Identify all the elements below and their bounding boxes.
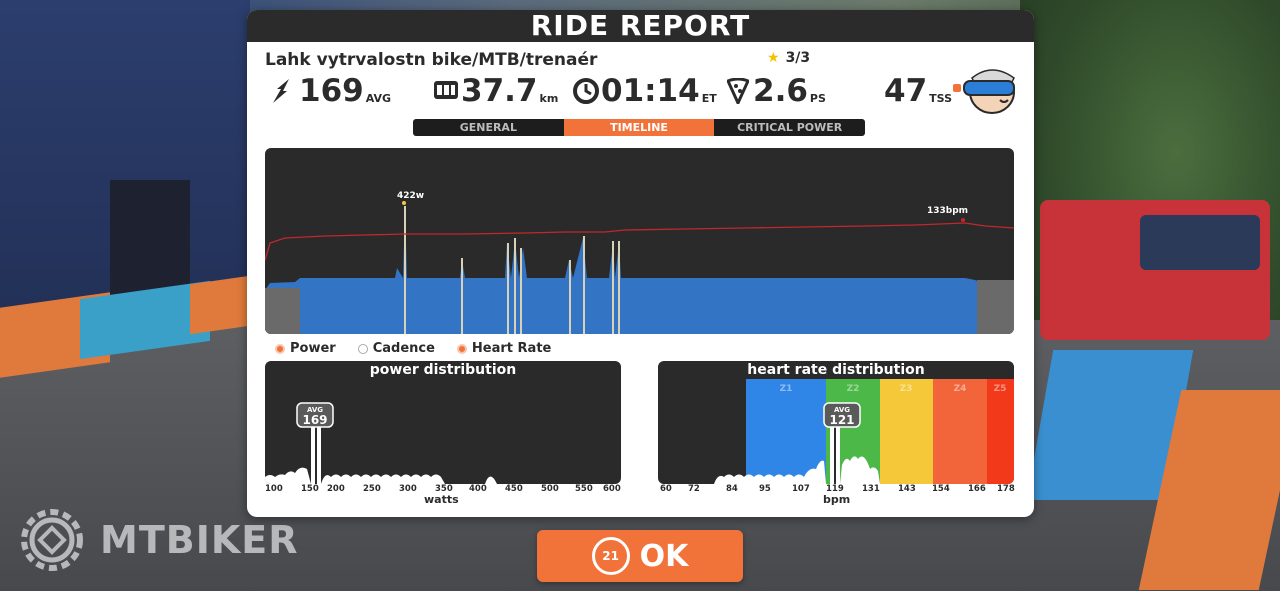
zone-z1 <box>746 379 826 484</box>
tab-general[interactable]: GENERAL <box>413 119 564 136</box>
route-rating: ★ 3/3 <box>767 50 810 66</box>
timeline-svg: 422w 133bpm <box>265 191 1014 334</box>
hr-xlabel: bpm <box>823 493 851 506</box>
svg-text:Z4: Z4 <box>954 384 967 394</box>
legend-cadence[interactable]: Cadence <box>357 341 435 356</box>
tab-critical-power[interactable]: CRITICAL POWER <box>714 119 865 136</box>
zone-z3 <box>880 379 933 484</box>
ok-label: OK <box>639 538 689 574</box>
stat-elapsed-time: 01:14 ET <box>573 74 717 108</box>
bolt-icon <box>273 79 289 103</box>
tab-bar: GENERAL TIMELINE CRITICAL POWER <box>413 119 865 136</box>
stat-distance: 37.7 km <box>433 74 558 108</box>
stat-tss: 47 TSS <box>884 74 961 108</box>
ride-report-panel: RIDE REPORT Lahk vytrvalostn bike/MTB/tr… <box>247 10 1034 517</box>
heart-rate-distribution-chart: Z1 Z2 Z3 Z4 Z5 AVG 121 heart rate distri… <box>658 361 1014 484</box>
chart-legend: Power Cadence Heart Rate <box>275 341 551 356</box>
level-badge-icon: 21 <box>591 537 630 575</box>
hr-distribution-title: heart rate distribution <box>747 362 925 378</box>
power-series <box>265 208 1014 334</box>
watermark-text: MTBIKER <box>100 518 299 562</box>
hr-avg-value: 121 <box>829 413 854 427</box>
svg-text:Z3: Z3 <box>900 384 913 394</box>
legend-heart-rate[interactable]: Heart Rate <box>456 341 551 356</box>
hr-peak-label: 133bpm <box>927 206 968 216</box>
power-histogram <box>265 467 497 484</box>
stats-row: 169 AVG 37.7 km 01:14 ET 2.6 <box>247 74 1034 114</box>
stat-avg-power: 169 AVG <box>271 74 391 108</box>
clock-icon <box>573 78 599 104</box>
power-spikes <box>404 206 620 334</box>
route-name: Lahk vytrvalostn bike/MTB/trenaér <box>265 50 598 70</box>
stat-pizza-slices: 2.6 PS <box>727 74 826 108</box>
rating-value: 3/3 <box>785 50 811 66</box>
ok-button[interactable]: 21 OK <box>537 530 743 582</box>
hr-histogram <box>714 456 880 484</box>
page-title: RIDE REPORT <box>247 10 1034 42</box>
power-distribution-chart: power distribution AVG 169 <box>265 361 621 484</box>
mtbiker-watermark: MTBIKER <box>16 504 299 576</box>
power-peak-label: 422w <box>397 191 424 201</box>
legend-power[interactable]: Power <box>275 341 336 356</box>
hr-avg-label: AVG <box>834 406 850 414</box>
svg-text:Z2: Z2 <box>847 384 860 394</box>
tab-timeline[interactable]: TIMELINE <box>563 119 715 136</box>
gear-logo-icon <box>21 509 83 571</box>
pizza-icon <box>727 78 749 104</box>
power-avg-value: 169 <box>302 413 327 427</box>
odometer-icon <box>434 81 458 99</box>
svg-text:Z1: Z1 <box>780 384 793 394</box>
zone-z4 <box>933 379 987 484</box>
heart-rate-series <box>265 222 1014 261</box>
svg-text:Z5: Z5 <box>994 384 1007 394</box>
info-icon[interactable] <box>953 84 961 92</box>
power-avg-label: AVG <box>307 406 323 414</box>
power-distribution-title: power distribution <box>369 362 517 378</box>
zone-z5 <box>987 379 1014 484</box>
avatar <box>963 69 1015 114</box>
timeline-chart: 422w 133bpm <box>265 148 1014 334</box>
star-icon: ★ <box>767 50 780 66</box>
power-xlabel: watts <box>424 493 459 506</box>
